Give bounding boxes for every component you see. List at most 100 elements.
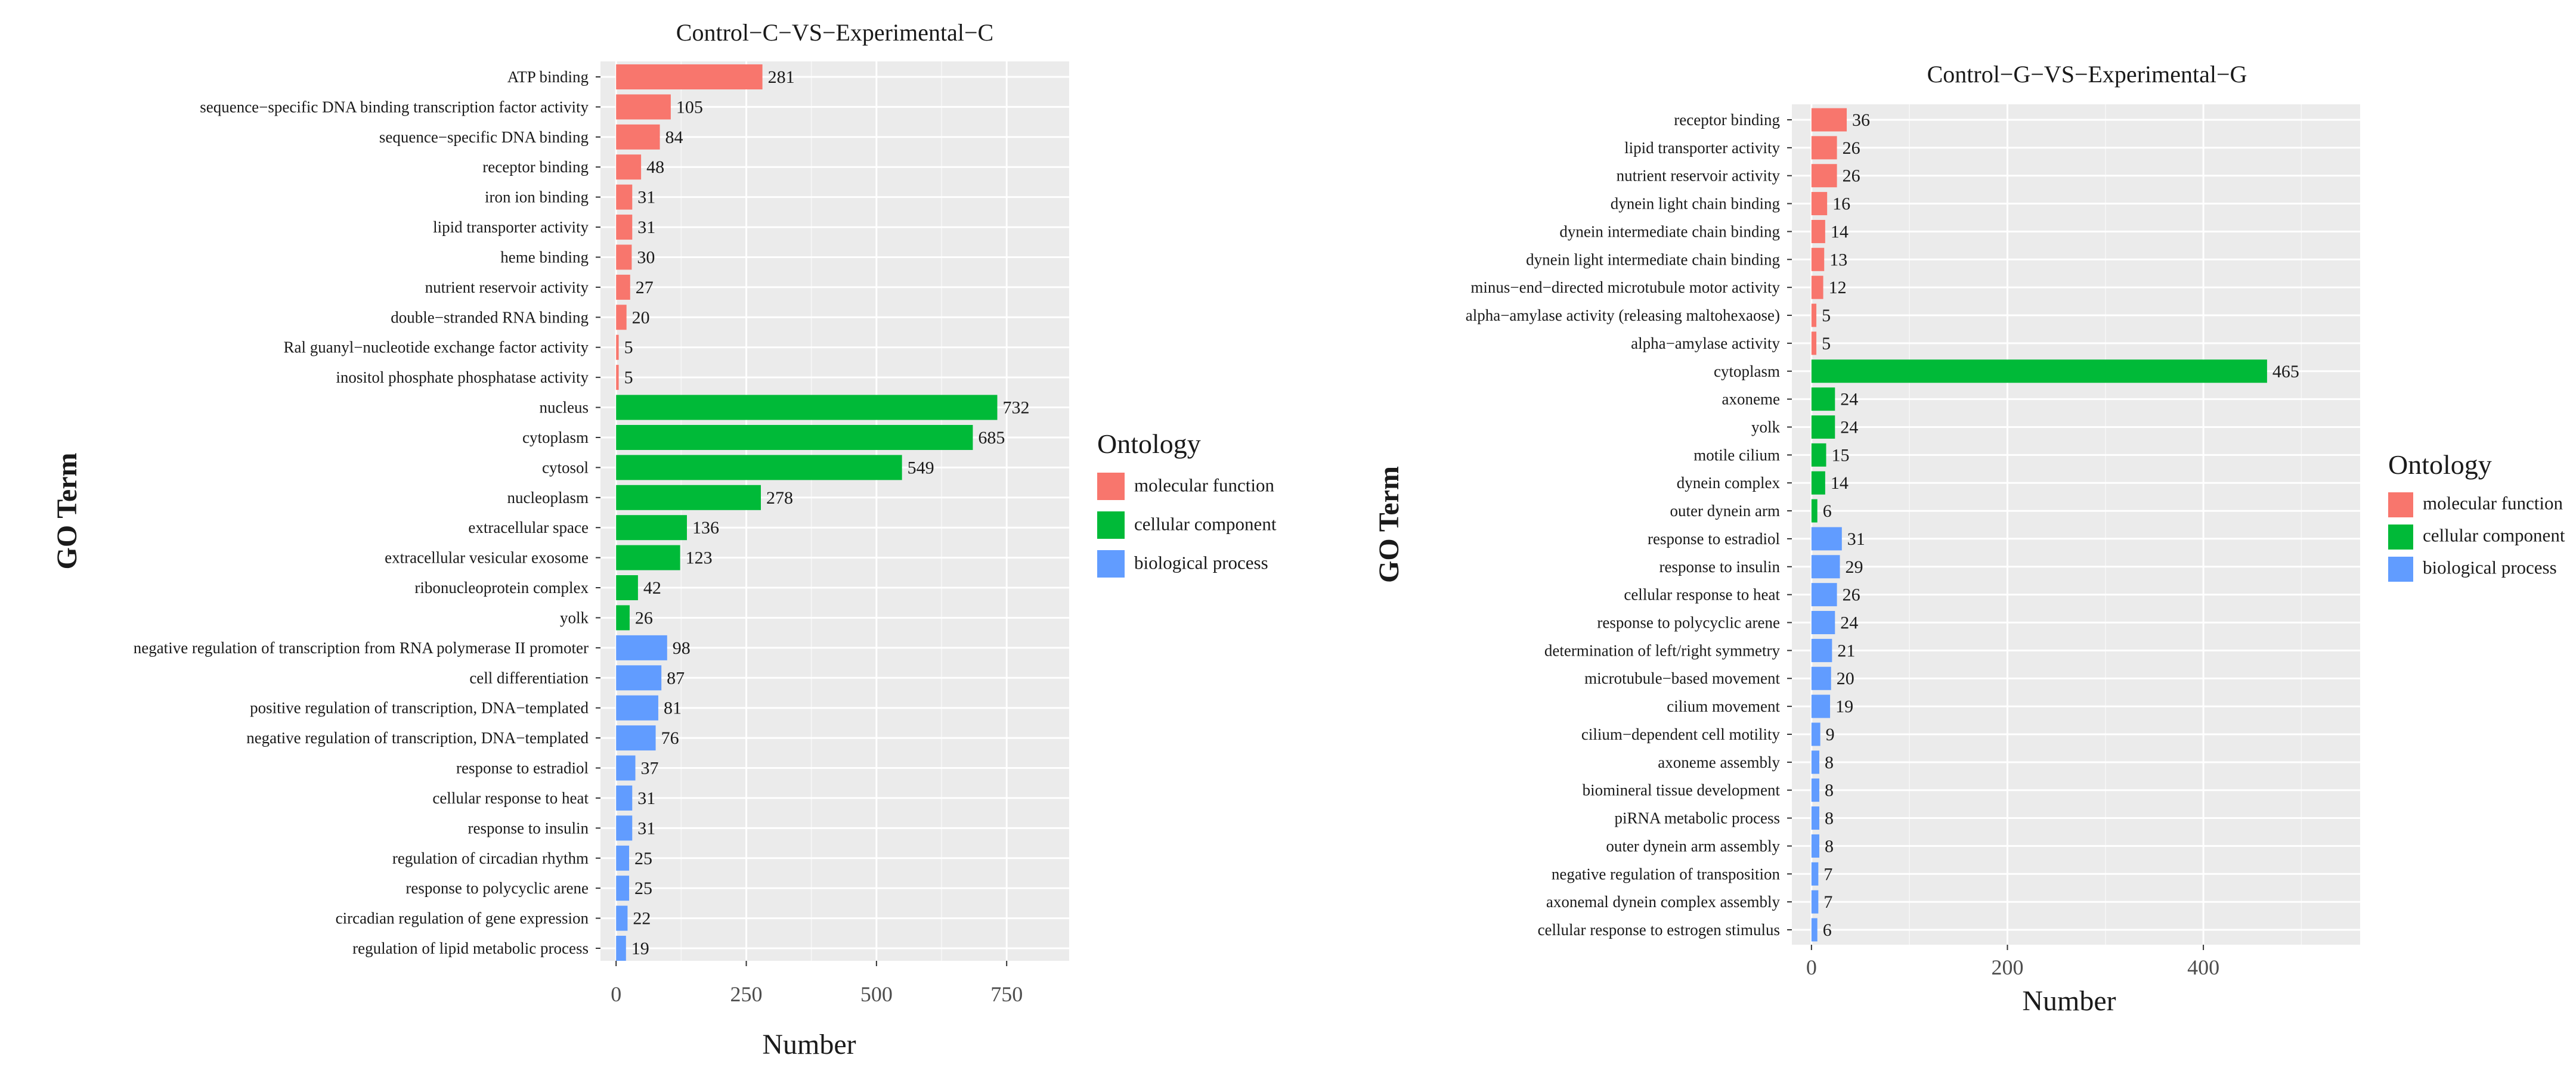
y-tick-label: receptor binding (482, 158, 589, 176)
y-tick-label: positive regulation of transcription, DN… (250, 699, 589, 717)
y-tick-label: dynein intermediate chain binding (1559, 222, 1780, 240)
bar-axoneme-assembly (1811, 750, 1820, 774)
y-tick-label: cytoplasm (522, 429, 589, 446)
y-tick-label: axonemal dynein complex assembly (1546, 893, 1781, 911)
bar-biomineral-tissue-development (1811, 778, 1820, 802)
bar-cilium-movement (1811, 694, 1831, 718)
bar-value-label: 31 (1847, 529, 1865, 549)
bar-value-label: 31 (637, 818, 655, 838)
y-tick-label: dynein light intermediate chain binding (1526, 250, 1780, 268)
bar-dynein-light-intermediate-chain-binding (1811, 247, 1825, 271)
legend-key-molecular-function (1097, 473, 1125, 500)
bar-value-label: 8 (1825, 753, 1834, 772)
plot-panel-background (600, 61, 1069, 961)
y-tick-label: cilium movement (1667, 697, 1780, 715)
bar-atp-binding (616, 64, 763, 89)
bar-value-label: 31 (637, 188, 655, 207)
bar-value-label: 30 (637, 247, 655, 267)
y-tick-label: receptor binding (1674, 111, 1780, 129)
bar-cytoplasm (616, 424, 973, 450)
bar-yolk (1811, 415, 1835, 439)
bar-value-label: 22 (633, 909, 651, 929)
bar-value-label: 25 (634, 879, 652, 898)
legend-label: cellular component (2423, 525, 2565, 546)
bar-value-label: 9 (1826, 725, 1835, 744)
bar-nucleus (616, 395, 998, 420)
legend-key-molecular-function (2388, 492, 2413, 517)
bar-response-to-estradiol (616, 755, 636, 781)
bar-dynein-light-chain-binding (1811, 192, 1828, 216)
bar-heme-binding (616, 244, 632, 270)
legend-label: cellular component (1134, 513, 1277, 534)
bar-iron-ion-binding (616, 184, 633, 210)
bar-response-to-insulin (1811, 555, 1840, 579)
y-tick-label: response to estradiol (1648, 530, 1780, 548)
y-tick-label: extracellular vesicular exosome (385, 549, 589, 567)
bar-ral-guanyl-nucleotide-exchange-factor-activity (616, 334, 619, 360)
legend-label: molecular function (1134, 474, 1274, 495)
bar-value-label: 20 (1837, 669, 1854, 688)
y-tick-label: cellular response to estrogen stimulus (1538, 921, 1780, 939)
y-tick-label: response to insulin (1659, 558, 1781, 576)
bar-value-label: 24 (1840, 390, 1858, 409)
y-tick-label: sequence−specific DNA binding transcript… (200, 98, 589, 116)
bar-value-label: 36 (1852, 110, 1870, 130)
bar-positive-regulation-of-transcription-dna-templated (616, 695, 658, 721)
bar-lipid-transporter-activity (1811, 136, 1837, 160)
bar-value-label: 26 (1843, 138, 1860, 158)
y-tick-label: motile cilium (1693, 446, 1780, 464)
bar-value-label: 84 (665, 128, 683, 147)
y-tick-label: nucleoplasm (507, 489, 589, 507)
bar-value-label: 465 (2272, 362, 2299, 381)
x-tick-label: 400 (2187, 955, 2219, 979)
bar-determination-of-left-right-symmetry (1811, 638, 1832, 662)
bar-value-label: 123 (686, 548, 713, 568)
y-tick-label: lipid transporter activity (433, 218, 589, 236)
bar-microtubule-based-movement (1811, 666, 1831, 690)
y-tick-label: negative regulation of transcription, DN… (246, 729, 589, 747)
y-tick-label: axoneme assembly (1658, 753, 1780, 771)
bar-value-label: 81 (664, 699, 682, 718)
bar-value-label: 24 (1840, 613, 1858, 633)
x-tick-label: 0 (1806, 955, 1817, 979)
legend-title: Ontology (1097, 429, 1201, 459)
y-tick-label: Ral guanyl−nucleotide exchange factor ac… (283, 339, 589, 356)
bar-pirna-metabolic-process (1811, 806, 1820, 830)
chart-panel-2: 36 receptor binding 26 lipid transporter ac… (1373, 61, 2565, 1017)
bar-negative-regulation-of-transcription-from-rna-polymerase-ii-promoter (616, 635, 667, 660)
bar-nutrient-reservoir-activity (1811, 164, 1837, 188)
y-tick-label: piRNA metabolic process (1615, 809, 1780, 827)
bar-response-to-polycyclic-arene (616, 876, 630, 901)
bar-sequence-specific-dna-binding-transcription-factor-activity (616, 94, 671, 120)
bar-value-label: 136 (692, 518, 719, 538)
legend-key-biological-process (2388, 557, 2413, 582)
y-tick-label: response to polycyclic arene (405, 879, 589, 897)
bar-axonemal-dynein-complex-assembly (1811, 890, 1819, 914)
y-tick-label: dynein complex (1677, 474, 1781, 492)
bar-value-label: 8 (1825, 809, 1834, 828)
y-tick-label: sequence−specific DNA binding (379, 128, 589, 146)
bar-value-label: 87 (667, 668, 685, 688)
bar-value-label: 20 (632, 308, 650, 327)
bar-value-label: 6 (1823, 920, 1832, 940)
bar-lipid-transporter-activity (616, 215, 633, 240)
bar-yolk (616, 605, 630, 631)
y-tick-label: regulation of lipid metabolic process (352, 939, 589, 957)
y-tick-label: nutrient reservoir activity (1617, 167, 1781, 185)
y-tick-label: cilium−dependent cell motility (1581, 725, 1781, 743)
bar-outer-dynein-arm-assembly (1811, 834, 1820, 858)
bar-cellular-response-to-estrogen-stimulus (1811, 918, 1818, 942)
bar-value-label: 732 (1002, 398, 1029, 418)
bar-value-label: 25 (634, 849, 652, 868)
bar-axoneme (1811, 387, 1835, 411)
legend: Ontology molecular function cellular compo… (2388, 449, 2565, 582)
y-tick-label: negative regulation of transposition (1552, 865, 1781, 883)
bar-cilium-dependent-cell-motility (1811, 722, 1820, 746)
bar-value-label: 42 (643, 578, 661, 598)
bar-nucleoplasm (616, 485, 761, 510)
y-tick-label: ATP binding (507, 68, 589, 86)
bar-value-label: 26 (1843, 166, 1860, 186)
legend-key-cellular-component (1097, 511, 1125, 539)
bar-cytosol (616, 455, 902, 480)
bar-cellular-response-to-heat (1811, 583, 1837, 607)
